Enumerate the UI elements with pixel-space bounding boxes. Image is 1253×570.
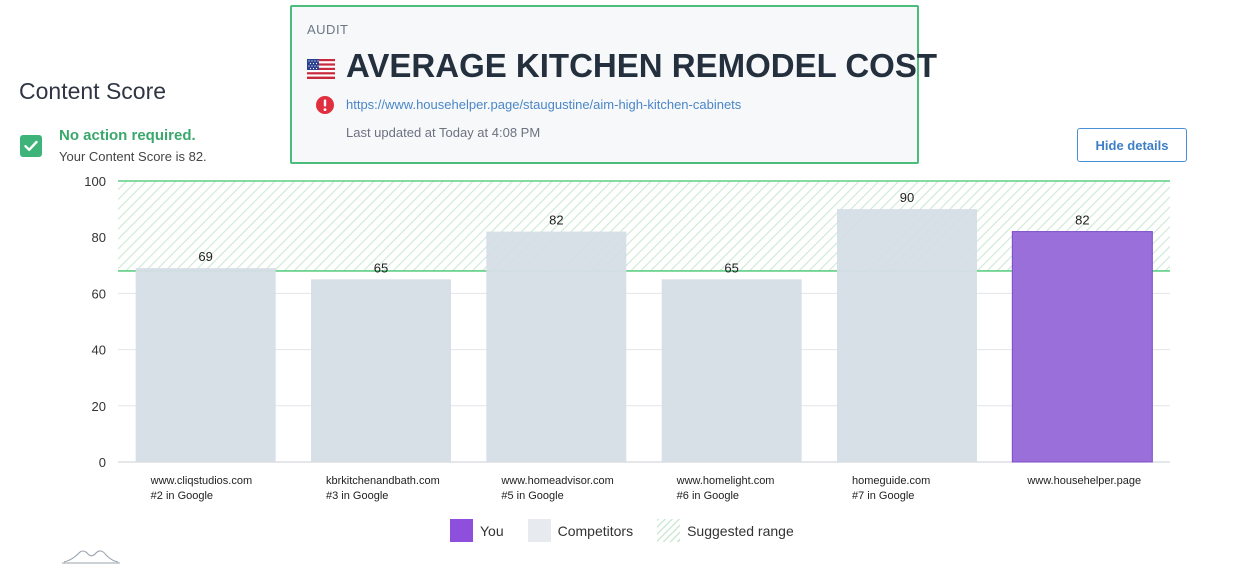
bar-value-label: 65: [374, 260, 388, 275]
x-category-label: homeguide.com: [852, 475, 930, 487]
bar-you: [1011, 231, 1153, 463]
audit-url-link[interactable]: https://www.househelper.page/staugustine…: [346, 97, 742, 112]
bar-value-label: 69: [198, 249, 212, 264]
bar-competitor: [135, 268, 276, 462]
bar-value-label: 82: [1075, 213, 1089, 228]
hide-details-button[interactable]: Hide details: [1077, 128, 1187, 162]
suggested-range-band: [118, 181, 1170, 271]
x-rank-label: #7 in Google: [852, 490, 914, 502]
legend-label-competitors: Competitors: [557, 522, 634, 539]
bar-competitor: [661, 279, 802, 462]
x-category-label: www.cliqstudios.com: [150, 475, 252, 487]
bar-competitor: [486, 231, 627, 462]
us-flag-icon: [307, 59, 335, 79]
y-tick-label: 20: [92, 399, 106, 414]
audit-panel: AUDIT AVERAGE KITCHEN REMODEL COST https…: [290, 5, 937, 164]
x-category-label: www.househelper.page: [1026, 475, 1141, 487]
chart-legend: You Competitors Suggested range: [450, 519, 818, 542]
checkmark-icon: [20, 135, 42, 157]
x-rank-label: #2 in Google: [151, 490, 213, 502]
status-title: No action required.: [59, 127, 196, 144]
y-tick-label: 0: [99, 455, 106, 470]
status-subtitle: Your Content Score is 82.: [59, 149, 207, 164]
legend-swatch-competitors: [527, 519, 551, 542]
audit-title: AVERAGE KITCHEN REMODEL COST: [346, 47, 937, 84]
y-tick-label: 100: [84, 174, 106, 189]
mini-sparkline-icon: [62, 550, 120, 564]
error-alert-icon: [316, 96, 334, 114]
bar-competitor: [837, 209, 977, 462]
content-score-title: Content Score: [19, 78, 167, 104]
bar-value-label: 65: [724, 260, 738, 275]
bar-value-label: 90: [900, 190, 914, 205]
legend-swatch-suggested-range: [657, 519, 681, 542]
y-tick-label: 60: [92, 286, 106, 301]
y-tick-label: 80: [92, 230, 106, 245]
legend-swatch-you: [450, 519, 473, 542]
x-rank-label: #5 in Google: [501, 490, 563, 502]
y-tick-label: 40: [92, 343, 106, 358]
legend-label-suggested-range: Suggested range: [687, 522, 794, 539]
bar-value-label: 82: [549, 213, 563, 228]
last-updated-text: Last updated at Today at 4:08 PM: [346, 125, 541, 140]
legend-item-you: You: [450, 519, 504, 542]
audit-label: AUDIT: [307, 22, 349, 37]
x-category-label: kbrkitchenandbath.com: [326, 475, 440, 487]
content-score-chart: 0 20 40 60 80 100 69 www.cliqstudios.com #2 in G…: [84, 174, 1170, 502]
x-category-label: www.homelight.com: [676, 475, 775, 487]
legend-item-suggested-range: Suggested range: [657, 519, 794, 542]
legend-item-competitors: Competitors: [527, 519, 634, 542]
x-rank-label: #3 in Google: [326, 490, 388, 502]
x-category-label: www.homeadvisor.com: [500, 475, 614, 487]
legend-label-you: You: [480, 522, 504, 539]
bar-competitor: [311, 279, 451, 462]
x-rank-label: #6 in Google: [677, 490, 739, 502]
